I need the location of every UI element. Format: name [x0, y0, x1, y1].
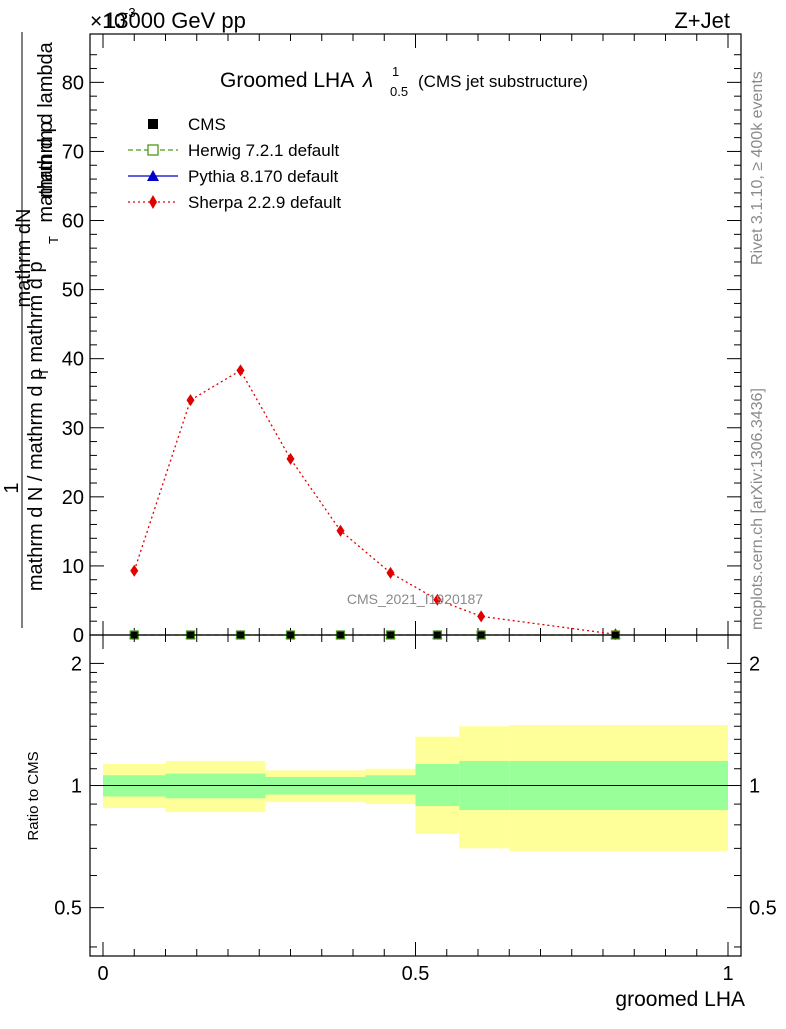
mcplots-label: mcplots.cern.ch [arXiv:1306.3436] [749, 388, 766, 630]
legend-label: Pythia 8.170 default [188, 167, 339, 186]
sherpa-point [186, 394, 195, 407]
sherpa-point [236, 364, 245, 377]
legend: CMS Herwig 7.2.1 default Pythia 8.170 defa… [128, 115, 341, 212]
legend-marker-diamond [149, 195, 157, 209]
ratio-y-tick-label: 0.5 [54, 898, 82, 920]
exponent-power: -3 [124, 5, 136, 20]
ylabel-denominator-sub: T [36, 368, 51, 376]
process-label: Z+Jet [674, 8, 730, 33]
title-superscript: 1 [392, 64, 399, 79]
main-title: Groomed LHA λ 1 0.5 (CMS jet substructur… [220, 64, 588, 99]
main-y-axis-label: 1 mathrm dN mathrm d p T mathrm d lambda… [1, 32, 61, 628]
x-tick-label: 1 [722, 963, 733, 985]
x-tick-label: 0 [97, 963, 108, 985]
y-tick-label: 30 [62, 418, 84, 440]
ylabel-denom-dp: mathrm d p [25, 261, 47, 362]
exponent-label: ×10 [90, 10, 126, 33]
ylabel-numer-dlambda: mathrm d lambda [35, 41, 57, 197]
svg-text:Groomed LHA λ: Groomed LHA λ [220, 69, 373, 92]
sherpa-point [336, 524, 345, 537]
title-lambda: λ [362, 69, 373, 92]
y-tick-label: 0 [73, 625, 84, 647]
sherpa-point [130, 564, 139, 577]
ratio-inner-band [365, 775, 416, 795]
legend-item: Herwig 7.2.1 default [128, 141, 339, 160]
energy-label: 13000 GeV pp [104, 8, 246, 33]
ratio-inner-band [415, 763, 460, 807]
ylabel-denominator: mathrm d N / mathrm d p [25, 369, 47, 591]
ylabel-numer-sub: T [46, 236, 61, 244]
ratio-bands [103, 724, 728, 851]
ratio-y-tick-label-right: 1 [749, 776, 760, 798]
sherpa-point [433, 593, 442, 606]
analysis-watermark: CMS_2021_I1920187 [347, 591, 483, 607]
ratio-y-tick-label-right: 0.5 [749, 898, 777, 920]
title-text: Groomed LHA [220, 69, 354, 92]
legend-item: Pythia 8.170 default [128, 167, 339, 186]
legend-item: CMS [148, 115, 226, 134]
legend-marker-triangle [147, 170, 159, 181]
title-subtitle: (CMS jet substructure) [418, 72, 588, 91]
legend-marker-open-square [147, 144, 159, 156]
y-tick-label: 20 [62, 487, 84, 509]
sherpa-point [477, 610, 486, 623]
legend-marker-square [148, 119, 158, 129]
ratio-y-axis-label: Ratio to CMS [25, 751, 42, 840]
sherpa-point [386, 566, 395, 579]
ratio-y-tick-label: 2 [71, 653, 82, 675]
legend-label: Herwig 7.2.1 default [188, 141, 339, 160]
y-tick-label: 80 [62, 72, 84, 94]
sherpa-point [286, 452, 295, 465]
y-tick-label: 70 [62, 141, 84, 163]
y-tick-label: 60 [62, 211, 84, 233]
ratio-y-tick-label-right: 2 [749, 653, 760, 675]
title-subscript: 0.5 [390, 84, 408, 99]
ratio-y-tick-label: 1 [71, 776, 82, 798]
ylabel-numer-dp: mathrm d p [35, 121, 57, 222]
x-tick-label: 0.5 [402, 963, 430, 985]
main-y-axis: 0 10 20 30 40 50 60 70 80 [62, 34, 741, 647]
legend-label: CMS [188, 115, 226, 134]
y-tick-label: 10 [62, 556, 84, 578]
ylabel-numerator: mathrm dN [13, 209, 35, 308]
y-tick-label: 40 [62, 349, 84, 371]
x-axis-label: groomed LHA [615, 988, 745, 1011]
legend-label: Sherpa 2.2.9 default [188, 193, 341, 212]
rivet-label: Rivet 3.1.10, ≥ 400k events [749, 71, 766, 265]
ratio-axes: 0.5 0.5 1 1 2 2 0 0.5 1 [54, 635, 777, 985]
legend-item: Sherpa 2.2.9 default [128, 193, 341, 212]
ylabel-one: 1 [1, 482, 23, 493]
y-tick-label: 50 [62, 280, 84, 302]
